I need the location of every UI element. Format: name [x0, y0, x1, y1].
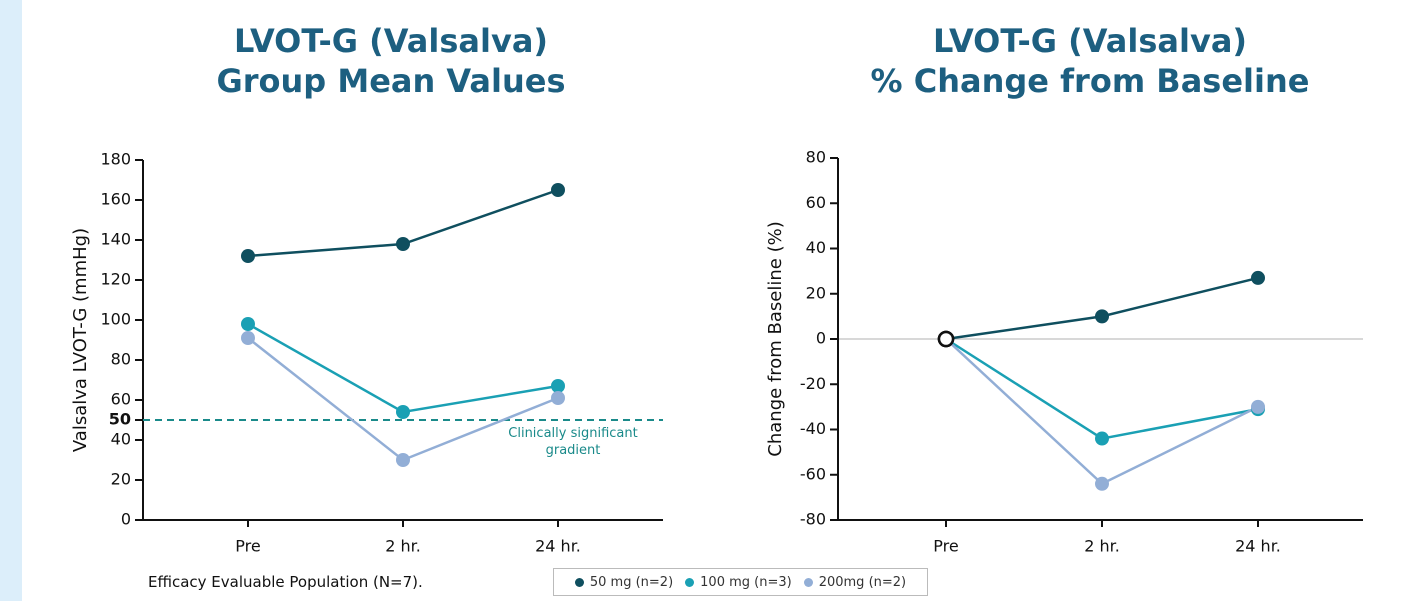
series-line	[945, 338, 1259, 486]
data-point	[551, 183, 565, 197]
y-tick-label: 160	[100, 190, 131, 209]
y-tick-label: 0	[121, 510, 131, 529]
y-tick-label: 80	[806, 148, 826, 167]
legend-item: 100 mg (n=3)	[685, 575, 792, 590]
y-tick-label: 140	[100, 230, 131, 249]
y-tick-label: 80	[111, 350, 131, 369]
data-point	[241, 249, 255, 263]
data-point	[1095, 309, 1109, 324]
y-tick-label: -40	[800, 419, 826, 438]
legend-label: 50 mg (n=2)	[589, 574, 674, 590]
y-tick-label: 20	[111, 470, 131, 489]
y-axis-label: Change from Baseline (%)	[765, 221, 786, 456]
chart-title: LVOT-G (Valsalva)	[234, 22, 548, 60]
legend-item: 200mg (n=2)	[803, 574, 907, 590]
legend-swatch	[803, 577, 813, 587]
x-tick-label: 2 hr.	[385, 537, 421, 556]
y-tick-label: 60	[806, 193, 826, 212]
legend-item: 50 mg (n=2)	[574, 574, 674, 590]
data-point	[241, 331, 255, 345]
series-line	[945, 337, 1259, 440]
y-tick-label: 120	[100, 270, 131, 289]
x-tick-label: 2 hr.	[1084, 537, 1120, 556]
legend: 50 mg (n=2) 100 mg (n=3) 200mg (n=2)	[553, 568, 928, 596]
series-line	[247, 322, 559, 414]
data-point	[396, 237, 410, 251]
y-tick-label: 180	[100, 150, 131, 169]
y-tick-label: 40	[111, 430, 131, 449]
y-axis-label: Valsalva LVOT-G (mmHg)	[70, 228, 91, 452]
data-point	[241, 317, 255, 331]
y-tick-label: -80	[800, 510, 826, 529]
y-tick-label: 50	[109, 410, 131, 429]
chart-title: LVOT-G (Valsalva)	[933, 22, 1247, 60]
y-tick-label: 60	[111, 390, 131, 409]
legend-label: 200mg (n=2)	[818, 574, 907, 590]
y-tick-label: 100	[100, 310, 131, 329]
data-point	[1095, 476, 1109, 491]
y-tick-label: -60	[800, 464, 826, 483]
y-tick-label: -20	[800, 374, 826, 393]
data-point	[396, 453, 410, 467]
legend-swatch	[685, 577, 695, 587]
data-point	[1251, 399, 1265, 414]
series-line	[945, 276, 1259, 341]
footnote: Efficacy Evaluable Population (N=7).	[148, 573, 423, 591]
data-point	[937, 330, 955, 348]
chart-subtitle: % Change from Baseline	[871, 62, 1310, 100]
data-point	[551, 379, 565, 393]
y-tick-label: 40	[806, 238, 826, 257]
x-tick-label: Pre	[933, 537, 958, 556]
data-point	[1251, 270, 1265, 285]
x-tick-label: Pre	[235, 537, 260, 556]
data-point	[396, 405, 410, 419]
x-tick-label: 24 hr.	[1235, 537, 1281, 556]
reference-label: Clinically significant gradient	[508, 426, 638, 458]
data-point	[1095, 431, 1109, 446]
y-tick-label: 20	[806, 283, 826, 302]
x-tick-label: 24 hr.	[535, 537, 581, 556]
y-tick-label: 0	[816, 329, 826, 348]
legend-swatch	[574, 577, 584, 587]
chart-subtitle: Group Mean Values	[216, 62, 565, 100]
legend-label: 100 mg (n=3)	[700, 574, 792, 590]
data-point	[551, 391, 565, 405]
side-strip	[0, 0, 22, 601]
